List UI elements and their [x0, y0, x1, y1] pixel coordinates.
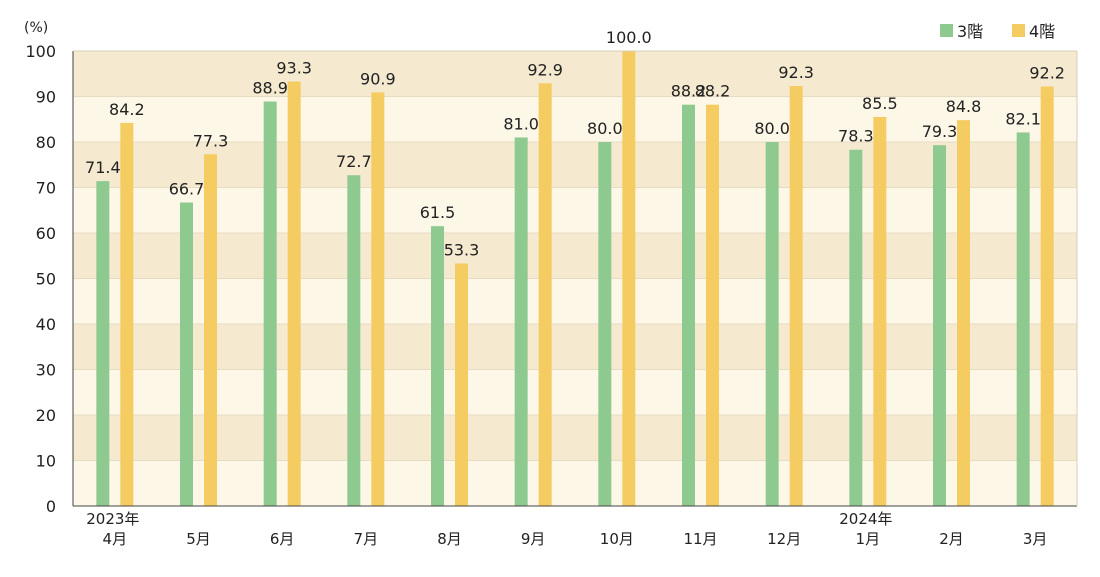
bar-3f [514, 137, 528, 506]
y-unit-label: (%) [24, 20, 48, 36]
data-label: 79.3 [922, 122, 958, 141]
data-label: 88.2 [671, 82, 707, 101]
data-label: 72.7 [336, 152, 372, 171]
plot-band [73, 187, 1077, 233]
data-label: 92.3 [778, 63, 814, 82]
data-labels: 71.4 66.7 88.9 72.7 61.5 81.0 80.0 88.2 80.0 78.3… [85, 28, 1065, 259]
data-label: 80.0 [587, 119, 623, 138]
plot-band [73, 460, 1077, 506]
data-label: 100.0 [606, 28, 652, 47]
bar-3f [682, 104, 695, 506]
data-label: 92.2 [1029, 63, 1065, 82]
bar-4f [789, 86, 803, 506]
bar-4f [622, 51, 636, 506]
y-tick-label: 40 [36, 315, 56, 334]
bar-3f [263, 101, 277, 506]
plot-band [73, 324, 1077, 370]
bar-4f [706, 104, 719, 506]
data-label: 92.9 [527, 60, 563, 79]
x-axis: 2023年 4月 5月 6月 7月 8月 9月 10月 11月 12月 2024年 1月 2月 3月 [73, 50, 1078, 548]
data-label: 88.2 [695, 82, 731, 101]
plot-band [73, 415, 1077, 461]
data-label: 78.3 [838, 127, 874, 146]
x-tick-label: 6月 [270, 530, 295, 548]
x-tick-label: 4月 [103, 530, 128, 548]
bar-4f [204, 154, 217, 506]
x-year-label: 2023年 [86, 510, 139, 528]
bar-4f [873, 116, 887, 506]
x-tick-label: 3月 [1023, 530, 1048, 548]
legend-swatch [1012, 24, 1025, 37]
x-tick-label: 5月 [186, 530, 211, 548]
bar-4f [120, 122, 134, 506]
bar-3f [180, 202, 193, 506]
x-tick-label: 12月 [767, 530, 801, 548]
x-tick-label: 7月 [354, 530, 379, 548]
data-label: 93.3 [276, 58, 312, 77]
bar-3f [1016, 132, 1030, 506]
y-tick-label: 70 [36, 179, 56, 198]
legend-swatch [940, 24, 953, 37]
plot-band [73, 369, 1077, 415]
data-label: 81.0 [503, 114, 539, 133]
y-tick-label: 100 [25, 42, 56, 61]
data-label: 82.1 [1005, 109, 1041, 128]
legend: 3階 4階 [940, 22, 1055, 41]
bar-4f [371, 92, 385, 506]
plot-band [73, 96, 1077, 142]
y-tick-label: 90 [36, 88, 56, 107]
plot-band [73, 51, 1077, 97]
y-tick-label: 10 [36, 452, 56, 471]
bar-3f [598, 142, 612, 506]
y-tick-label: 0 [46, 497, 56, 516]
x-tick-label: 10月 [600, 530, 634, 548]
legend-label: 4階 [1029, 22, 1055, 41]
data-label: 66.7 [169, 180, 205, 199]
y-axis: 0 10 20 30 40 50 60 70 80 90 100 [25, 42, 74, 516]
bar-3f [96, 181, 110, 506]
x-year-label: 2024年 [839, 510, 892, 528]
bar-4f [455, 263, 468, 506]
y-tick-label: 20 [36, 406, 56, 425]
y-tick-label: 30 [36, 361, 56, 380]
data-label: 53.3 [444, 240, 480, 259]
y-tick-label: 50 [36, 270, 56, 289]
data-label: 84.2 [109, 100, 145, 119]
data-label: 84.8 [946, 97, 982, 116]
y-tick-label: 80 [36, 133, 56, 152]
plot-band [73, 142, 1077, 188]
data-label: 61.5 [420, 203, 456, 222]
bars [96, 51, 1054, 507]
data-label: 80.0 [754, 119, 790, 138]
y-tick-label: 60 [36, 224, 56, 243]
bar-4f [538, 83, 552, 507]
plot-background [73, 50, 1077, 507]
x-tick-label: 8月 [437, 530, 462, 548]
bar-3f [933, 145, 946, 506]
bar-3f [849, 149, 863, 507]
legend-label: 3階 [957, 22, 983, 41]
x-tick-label: 9月 [521, 530, 546, 548]
plot-band [73, 233, 1077, 279]
bar-4f [957, 120, 970, 506]
data-label: 90.9 [360, 69, 396, 88]
bar-4f [287, 81, 301, 507]
x-tick-label: 2月 [939, 530, 964, 548]
bar-3f [431, 226, 444, 507]
bar-4f [1040, 86, 1054, 507]
data-label: 88.9 [252, 79, 288, 98]
data-label: 85.5 [862, 94, 898, 113]
x-tick-label: 1月 [856, 530, 881, 548]
bar-3f [347, 175, 361, 506]
x-tick-label: 11月 [683, 530, 717, 548]
data-label: 71.4 [85, 158, 121, 177]
data-label: 77.3 [193, 131, 229, 150]
bar-3f [765, 142, 779, 506]
plot-band [73, 278, 1077, 324]
